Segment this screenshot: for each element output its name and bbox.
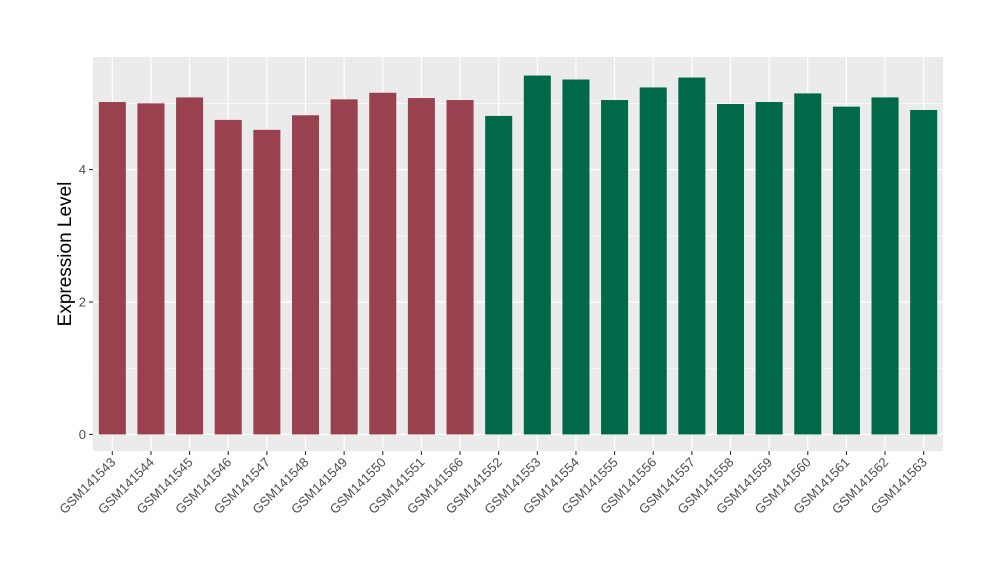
y-tick-label: 0 [79,427,86,442]
bar-GSM141550 [369,92,397,435]
y-tick-label: 2 [79,295,86,310]
bar-GSM141558 [716,104,745,435]
bar-GSM141548 [291,115,320,435]
bar-GSM141560 [794,93,822,435]
bar-GSM141547 [253,129,281,435]
bar-GSM141566 [446,100,474,435]
bar-GSM141549 [330,99,358,435]
bar-GSM141561 [832,106,860,435]
bar-GSM141562 [871,97,899,435]
bar-GSM141544 [137,103,165,435]
bar-GSM141553 [523,75,551,435]
y-axis: 0 2 4 [79,162,93,442]
bar-GSM141552 [485,115,513,435]
x-axis: GSM141543GSM141544GSM141545GSM141546GSM1… [56,451,930,517]
bar-GSM141554 [562,79,590,435]
bar-GSM141545 [176,97,204,435]
bar-GSM141543 [98,102,126,435]
bar-GSM141563 [910,109,938,435]
bar-GSM141559 [755,102,783,435]
bars [98,75,938,435]
y-tick-label: 4 [79,162,86,177]
bar-GSM141556 [639,87,667,435]
bar-GSM141555 [601,100,629,435]
bar-GSM141546 [214,119,242,435]
bar-GSM141551 [407,98,435,435]
bar-GSM141557 [678,77,706,435]
y-axis-title: Expression Level [55,182,76,327]
